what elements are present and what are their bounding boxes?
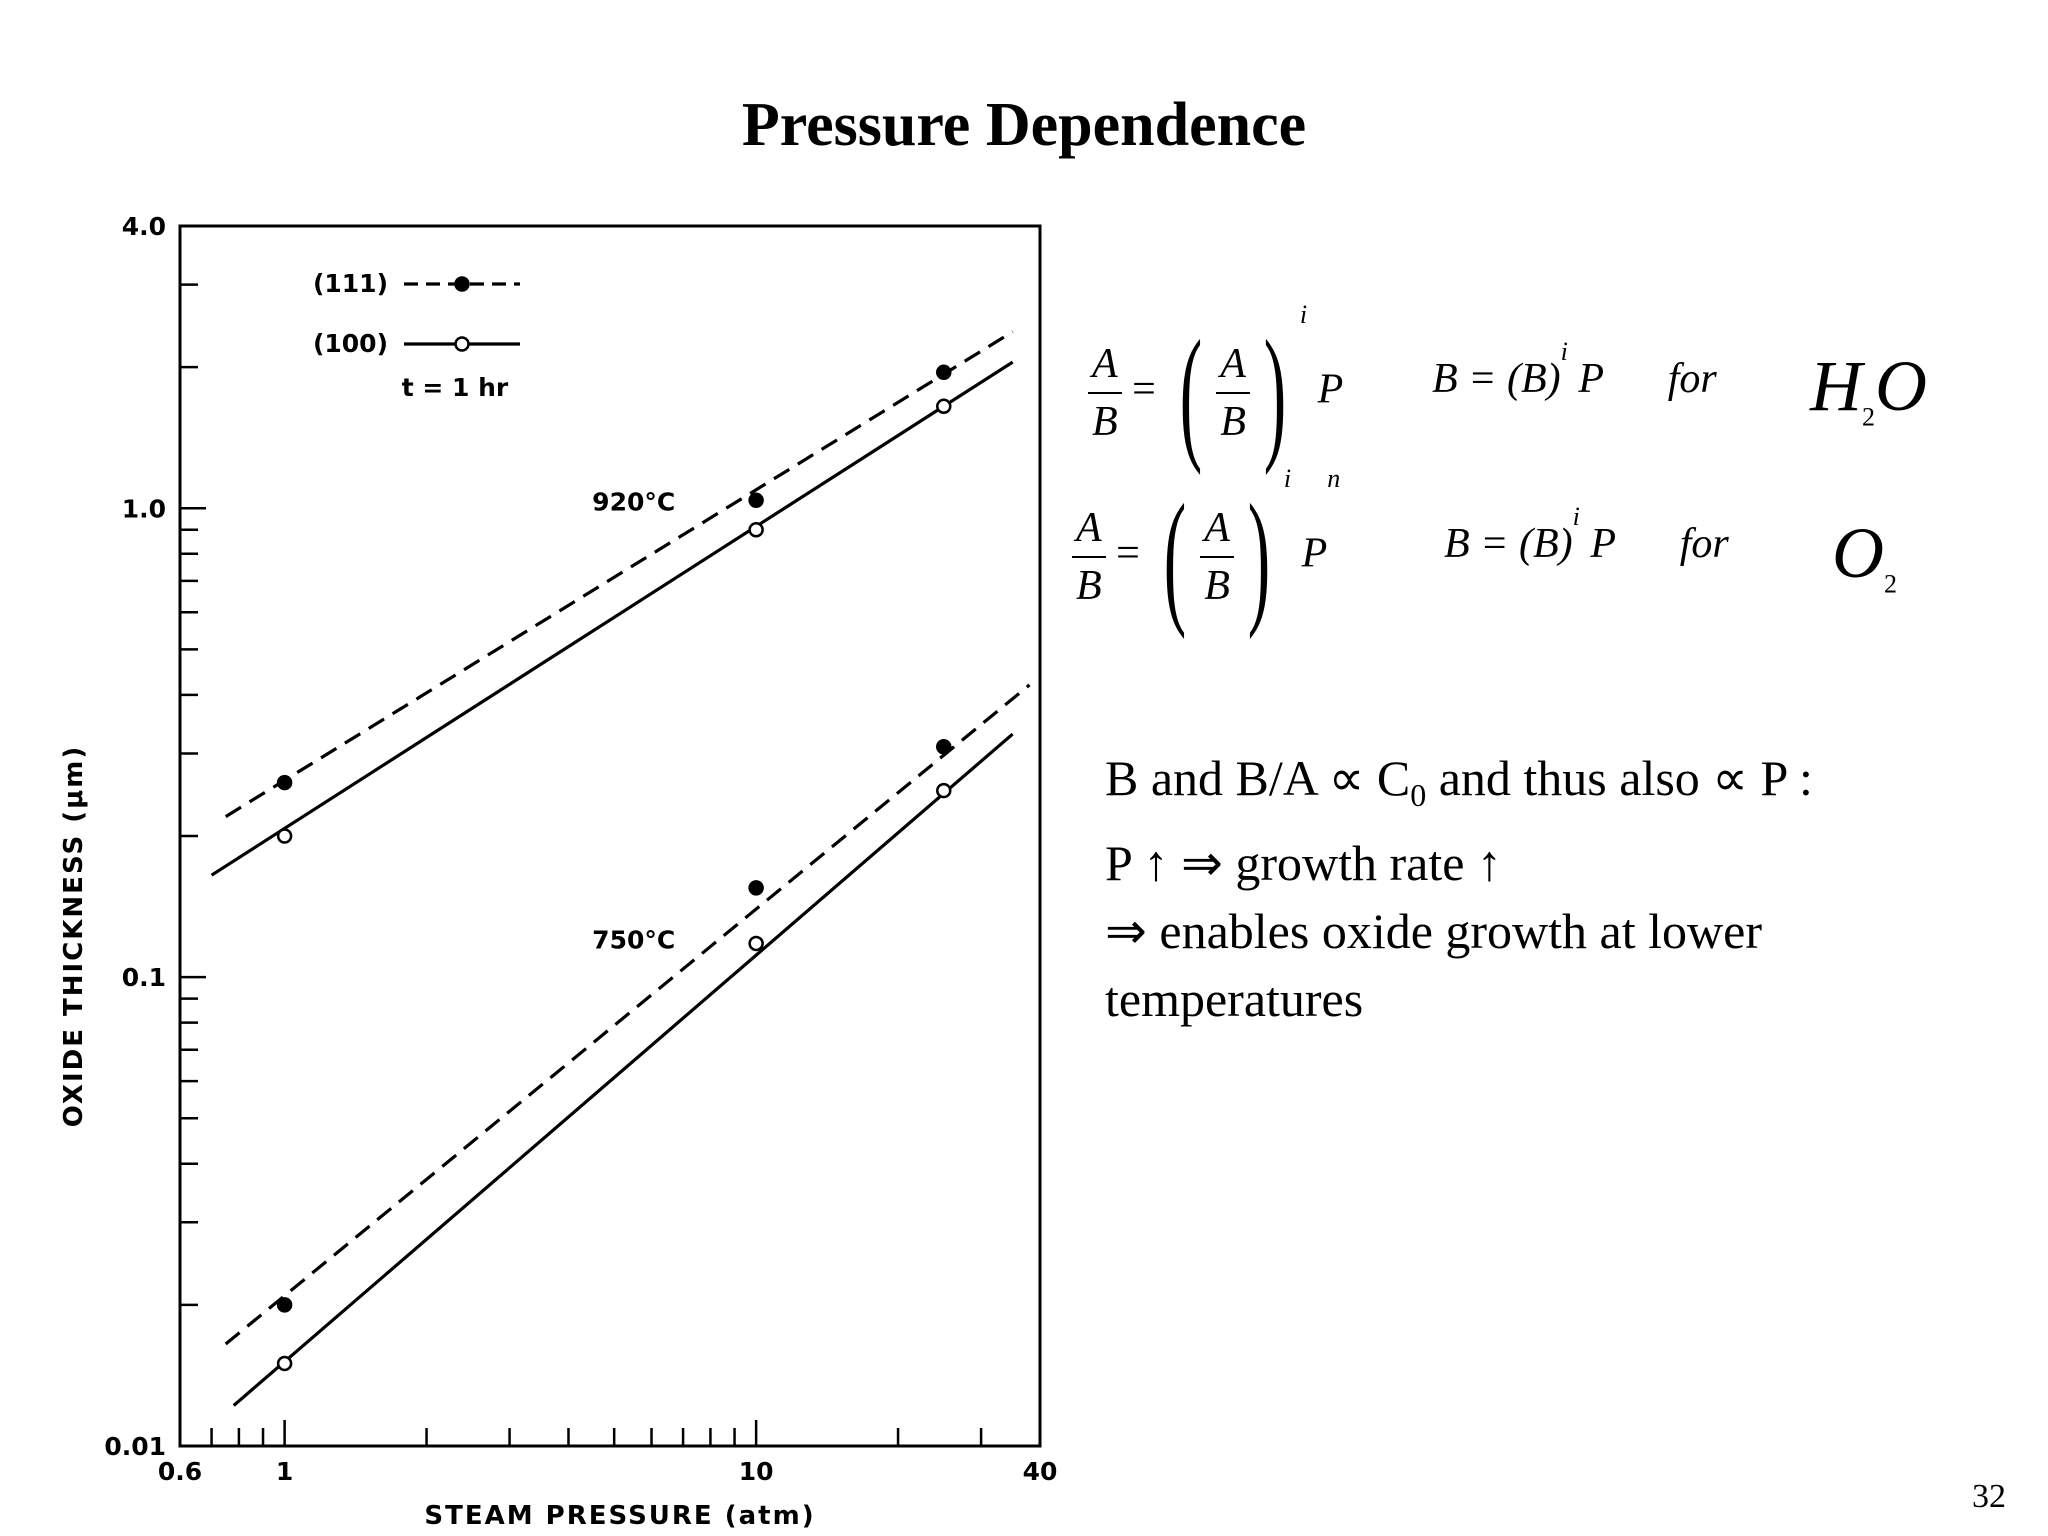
legend-label: (111) (313, 269, 388, 298)
temperature-label: 920°C (592, 487, 675, 516)
data-point (276, 1297, 293, 1313)
series-line-100 (232, 732, 1014, 1407)
molecule-h2o: H2O (1810, 346, 1927, 432)
data-point (936, 782, 952, 799)
tick-labels: 0.6 1 10 40 0.01 0.1 1.0 4.0 (104, 212, 1057, 1486)
data-point (748, 935, 764, 952)
legend-note: t = 1 hr (402, 373, 509, 402)
data-point (748, 880, 764, 896)
plot-border (178, 224, 1042, 1448)
temperature-label: 750°C (592, 926, 675, 955)
equation-2-rhs: B = (B)i P for (1444, 502, 1729, 567)
equation-1-rhs: B = (B)i P for (1432, 337, 1717, 402)
data-point (748, 521, 764, 538)
data-point (936, 739, 952, 755)
data-point (936, 364, 952, 381)
data-point (276, 828, 293, 844)
y-axis-label: OXIDE THICKNESS (μm) (59, 745, 89, 1128)
data-point (276, 774, 293, 791)
y-tick-label: 1.0 (122, 494, 166, 523)
y-tick-label: 0.01 (104, 1432, 166, 1461)
y-tick-label: 0.1 (122, 963, 166, 992)
legend-marker (454, 276, 470, 292)
data-point (276, 1355, 293, 1372)
body-line-1: B and B/A ∝ C0 and thus also ∝ P : (1105, 750, 1813, 813)
series-line-100 (210, 360, 1014, 877)
x-tick-label: 10 (739, 1457, 774, 1486)
body-line-3: ⇒ enables oxide growth at lower (1105, 903, 1762, 959)
x-tick-label: 0.6 (158, 1457, 202, 1486)
axis-ticks (178, 224, 1042, 1448)
series-lines (210, 330, 1031, 1407)
body-line-2: P ↑ ⇒ growth rate ↑ (1105, 835, 1502, 891)
annotations: 920°C 750°C (592, 487, 675, 954)
data-point (748, 492, 764, 509)
molecule-o2: O2 (1832, 513, 1897, 599)
data-point (936, 398, 952, 415)
legend-marker (454, 336, 470, 352)
x-tick-label: 1 (276, 1457, 293, 1486)
series-markers (276, 364, 952, 1372)
body-text: B and B/A ∝ C0 and thus also ∝ P : P ↑ ⇒… (1105, 744, 2025, 1033)
page-title: Pressure Dependence (741, 91, 1307, 159)
y-tick-label: 4.0 (122, 212, 166, 241)
x-tick-label: 40 (1023, 1457, 1058, 1486)
legend: (111) (100) t = 1 hr (313, 269, 520, 402)
plot-frame (178, 224, 1042, 1448)
legend-label: (100) (313, 329, 388, 358)
series-line-111 (224, 683, 1031, 1346)
body-line-4: temperatures (1105, 971, 1364, 1027)
page-number: 32 (1972, 1478, 2006, 1515)
series-line-111 (224, 330, 1014, 818)
x-axis-label: STEAM PRESSURE (atm) (424, 1501, 815, 1531)
